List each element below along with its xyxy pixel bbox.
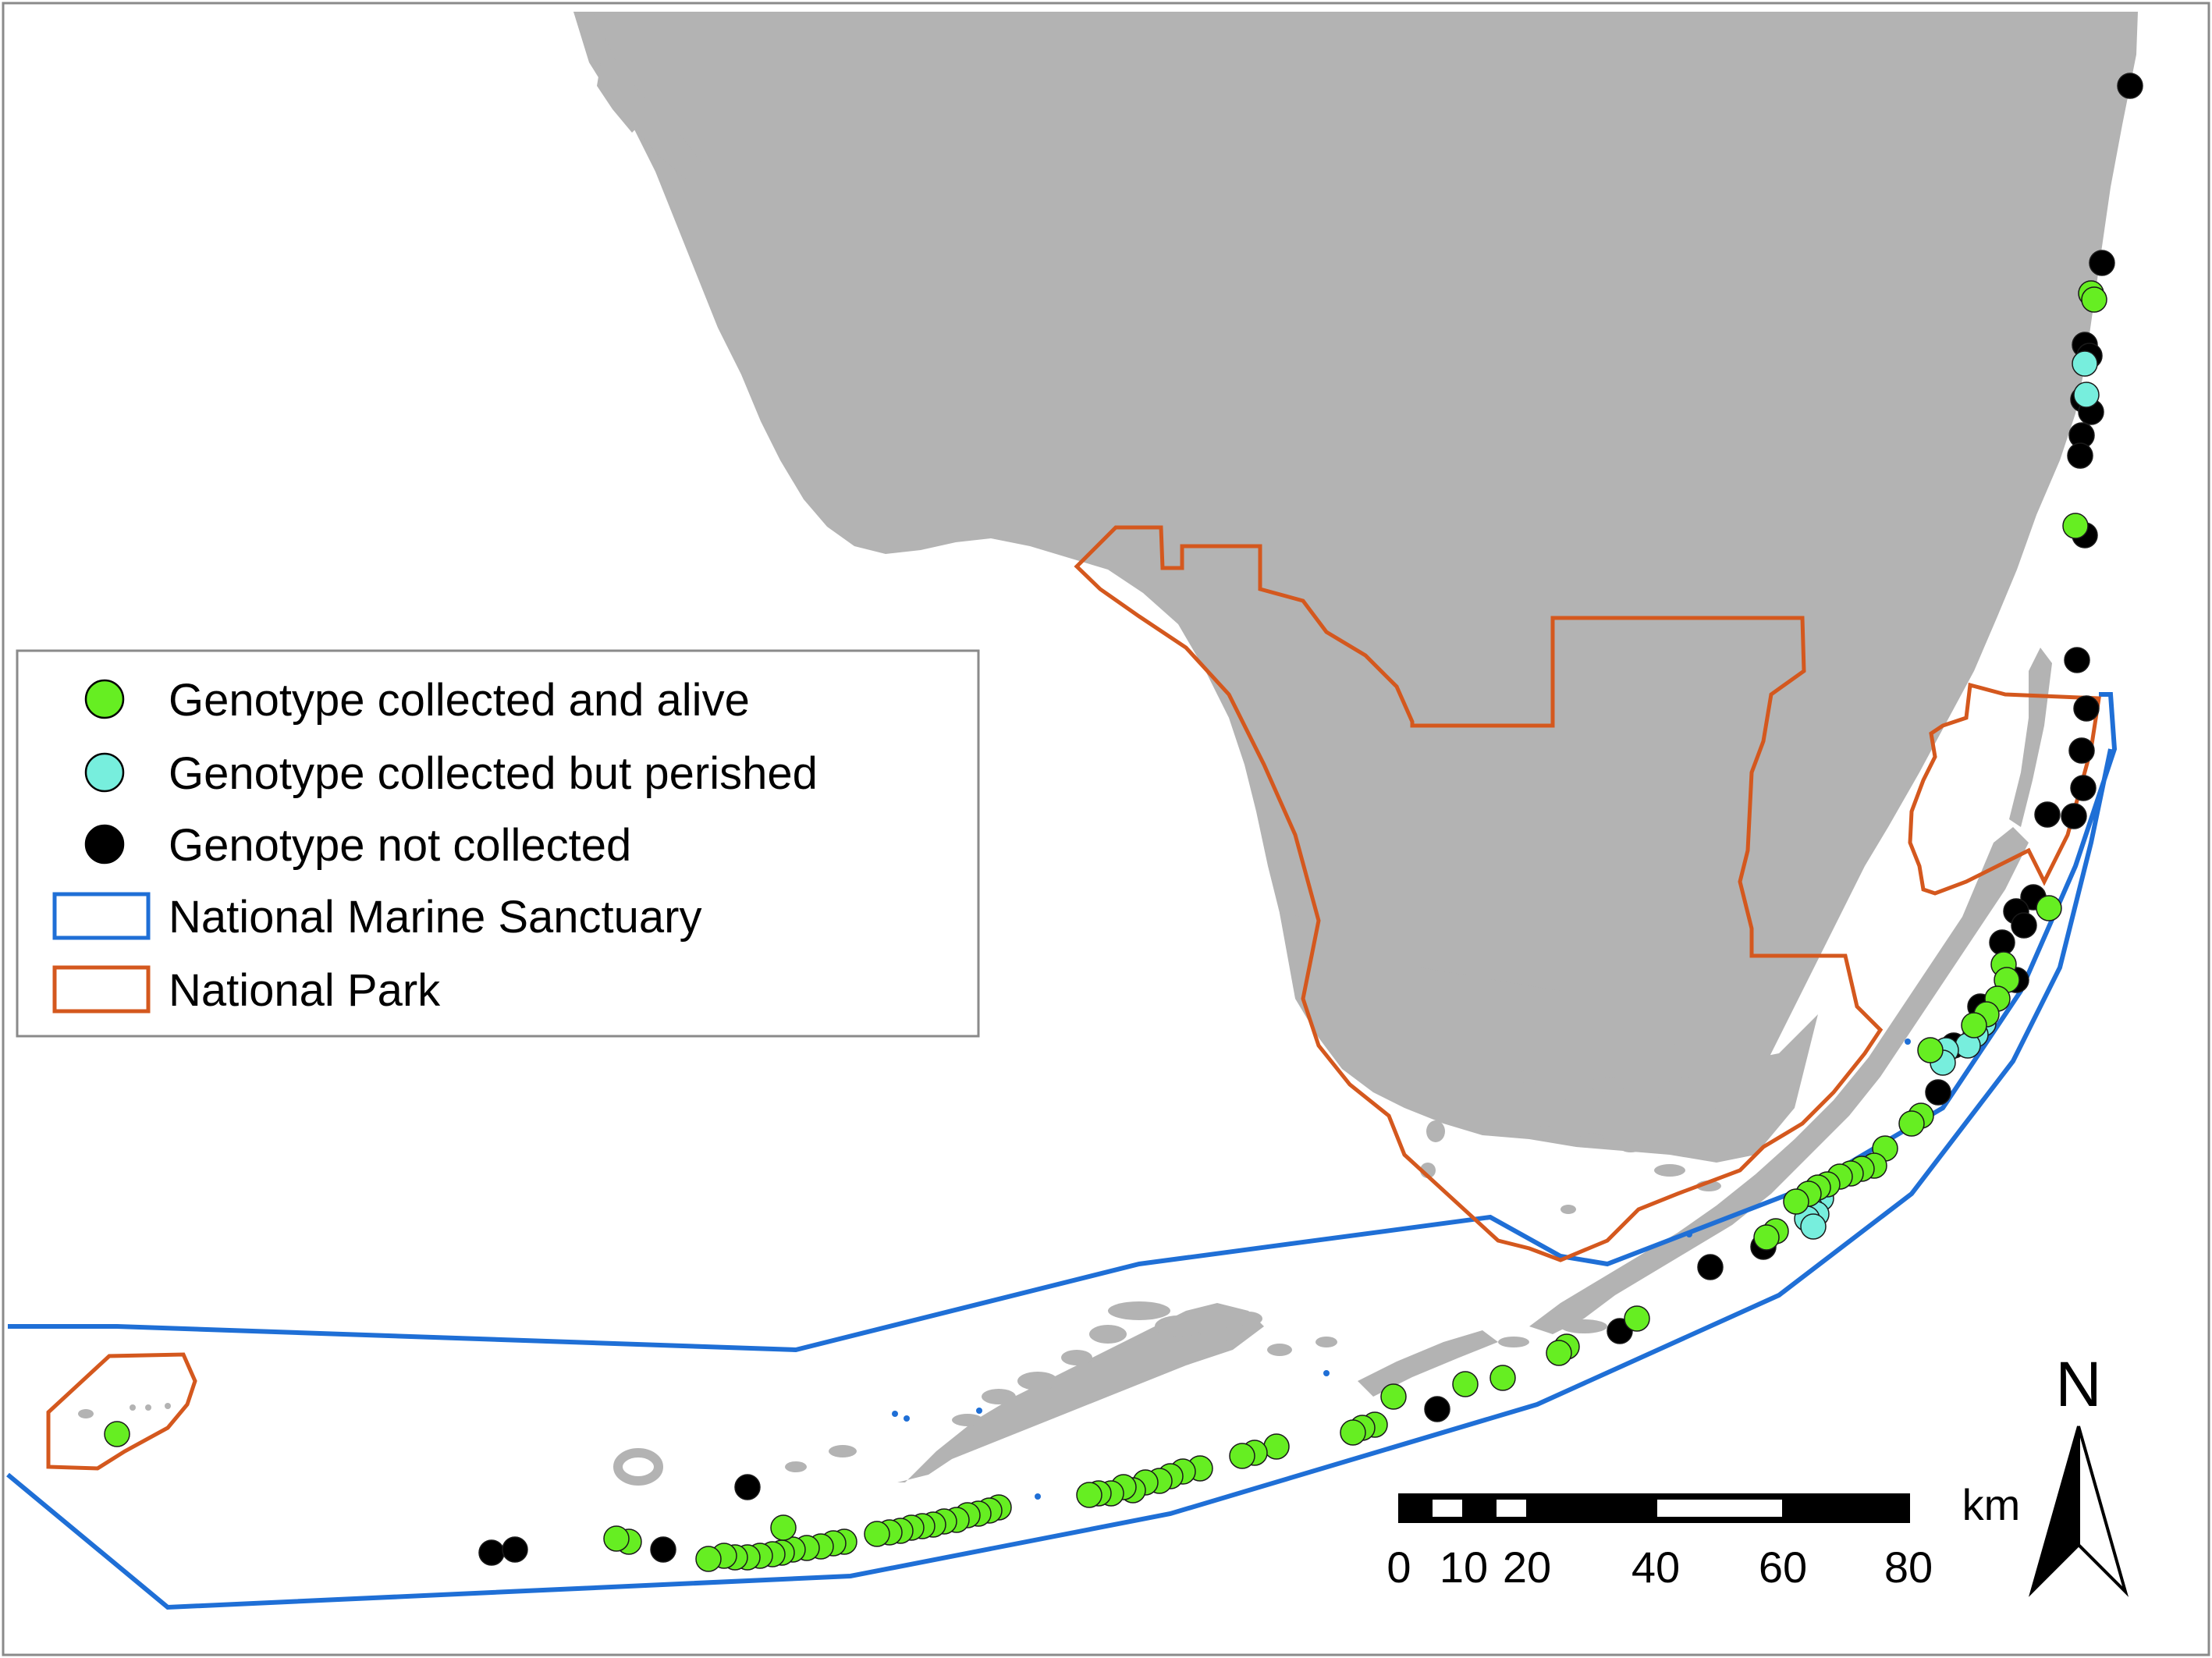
point-not-collected (2061, 803, 2087, 829)
north-arrow-label: N (2055, 1349, 2101, 1420)
legend-sanctuary-symbol (52, 892, 151, 940)
point-not-collected (2070, 775, 2097, 801)
point-not-collected (502, 1536, 528, 1563)
scale-tick-80: 80 (1884, 1543, 1933, 1592)
point-collected-alive (1076, 1482, 1102, 1508)
point-collected-alive (1452, 1371, 1479, 1397)
florida-bay-islands (1420, 1070, 1732, 1214)
point-collected-perished (2072, 350, 2098, 377)
north-arrow: N (2028, 1349, 2129, 1597)
legend-alive-symbol (84, 679, 125, 719)
point-not-collected (1697, 1254, 1724, 1280)
point-collected-alive (2062, 513, 2089, 539)
point-not-collected (1925, 1079, 1951, 1106)
legend-not-collected-symbol (84, 824, 125, 865)
legend-sanctuary-label: National Marine Sanctuary (169, 892, 701, 943)
point-not-collected (2011, 912, 2037, 939)
point-collected-alive (1489, 1365, 1516, 1391)
point-collected-alive (1546, 1340, 1572, 1366)
point-collected-alive (1263, 1433, 1290, 1460)
scale-bar-frame (1398, 1493, 1910, 1523)
legend-park-label: National Park (169, 965, 441, 1016)
scale-bar-segment-white (1497, 1500, 1526, 1517)
point-not-collected (478, 1539, 505, 1566)
point-collected-perished (1800, 1213, 1827, 1240)
everglades-park-boundary (1074, 525, 1884, 1262)
everglades-coast (1280, 913, 1818, 1163)
point-collected-alive (695, 1546, 722, 1572)
scale-bar: 0 10 20 40 60 80 km (1386, 1480, 2020, 1592)
point-not-collected (2068, 737, 2095, 764)
point-not-collected (1424, 1396, 1450, 1422)
point-collected-alive (1917, 1037, 1944, 1063)
point-collected-alive (603, 1525, 630, 1552)
legend-perished-label: Genotype collected but perished (169, 748, 818, 799)
dry-tortugas-park-boundary (46, 1352, 197, 1471)
point-not-collected (650, 1536, 676, 1563)
scale-tick-60: 60 (1759, 1543, 1807, 1592)
biscayne-keys (2009, 648, 2052, 827)
point-collected-alive (1340, 1419, 1366, 1446)
legend-perished-symbol (84, 752, 125, 793)
legend-not-collected-label: Genotype not collected (169, 820, 631, 871)
scale-bar-segment-white (1657, 1500, 1782, 1517)
point-collected-alive (1380, 1383, 1407, 1410)
scale-bar-segment-white (1433, 1500, 1462, 1517)
point-collected-alive (104, 1421, 130, 1447)
sanctuary-zone-markers (892, 1038, 1911, 1500)
gulf-islands (573, 12, 702, 179)
scale-tick-0: 0 (1386, 1543, 1411, 1592)
legend-alive-label: Genotype collected and alive (169, 675, 750, 726)
scale-unit-label: km (1962, 1480, 2021, 1529)
point-not-collected (734, 1474, 761, 1500)
point-not-collected (2067, 442, 2093, 469)
point-collected-alive (2036, 895, 2062, 921)
point-collected-alive (1783, 1188, 1809, 1215)
point-collected-alive (864, 1521, 890, 1547)
point-not-collected (2064, 647, 2090, 673)
scale-tick-20: 20 (1503, 1543, 1551, 1592)
point-not-collected (2089, 250, 2115, 276)
genotype-points (104, 73, 2143, 1572)
legend: Genotype collected and alive Genotype co… (16, 649, 980, 1038)
gulf-islands-2 (597, 62, 648, 133)
point-not-collected (2117, 73, 2143, 99)
florida-mainland (573, 12, 2138, 1147)
scale-tick-40: 40 (1631, 1543, 1680, 1592)
point-not-collected (2034, 801, 2061, 828)
tortugas-islands (78, 1403, 171, 1418)
point-collected-alive (1753, 1224, 1780, 1251)
lower-keys-islands (740, 1301, 1607, 1487)
point-collected-alive (1961, 1012, 1987, 1038)
point-collected-alive (2081, 286, 2107, 313)
legend-box (16, 649, 980, 1038)
national-marine-sanctuary-boundary (6, 692, 2118, 1610)
point-not-collected (2073, 695, 2100, 722)
legend-park-symbol (52, 965, 151, 1014)
point-collected-alive (1624, 1305, 1650, 1332)
point-collected-alive (770, 1514, 797, 1541)
scale-tick-10: 10 (1440, 1543, 1488, 1592)
middle-keys (1358, 1330, 1498, 1397)
marquesas-ring (613, 1448, 663, 1486)
point-not-collected (1989, 929, 2015, 956)
point-collected-perished (2073, 382, 2100, 408)
lower-keys-cluster (897, 1303, 1264, 1482)
point-collected-alive (1229, 1443, 1255, 1469)
point-collected-alive (1898, 1110, 1925, 1137)
north-arrow-right-half (2077, 1425, 2129, 1597)
